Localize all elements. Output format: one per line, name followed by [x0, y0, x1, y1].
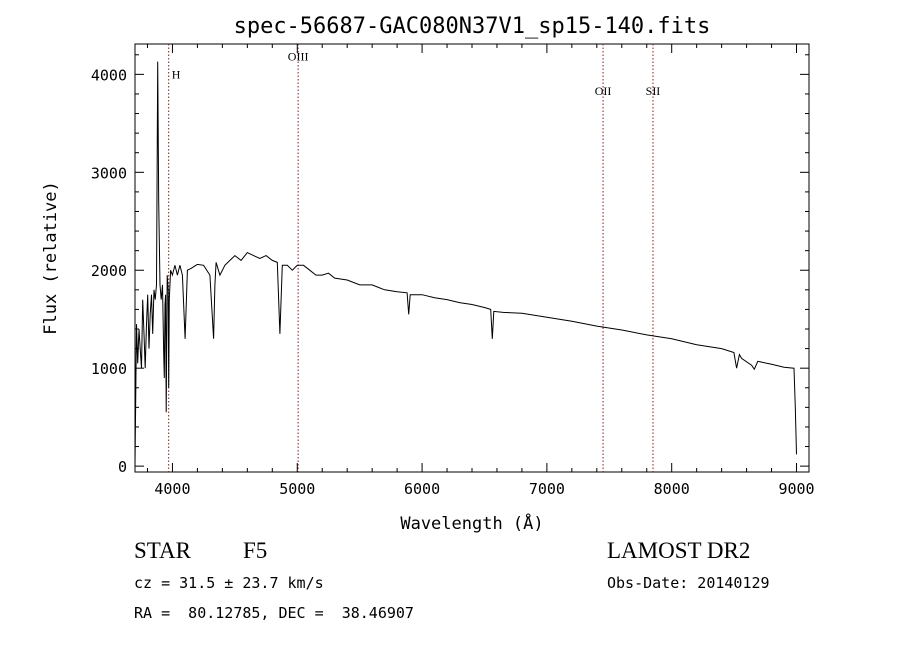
- x-axis-label: Wavelength (Å): [400, 512, 543, 534]
- line-label-oii: OII: [595, 84, 612, 98]
- y-tick-label: 2000: [91, 262, 127, 280]
- line-label-h: H: [172, 67, 181, 81]
- x-tick-label: 9000: [778, 480, 814, 498]
- x-tick-label: 4000: [154, 480, 190, 498]
- y-tick-label: 0: [118, 458, 127, 476]
- y-tick-label: 1000: [91, 360, 127, 378]
- y-axis-ticks: 0 1000 2000 3000 4000: [91, 54, 809, 476]
- line-label-sii: SII: [646, 84, 661, 98]
- x-tick-label: 6000: [404, 480, 440, 498]
- y-tick-label: 4000: [91, 66, 127, 84]
- object-subclass: F5: [243, 538, 268, 563]
- observation-date: Obs-Date: 20140129: [607, 574, 770, 592]
- y-tick-label: 3000: [91, 164, 127, 182]
- x-tick-label: 5000: [279, 480, 315, 498]
- plot-frame: [134, 43, 810, 473]
- x-tick-label: 8000: [654, 480, 690, 498]
- survey-name: LAMOST DR2: [607, 538, 751, 563]
- spectrum-line: [134, 61, 797, 467]
- x-tick-label: 7000: [529, 480, 565, 498]
- chart-title: spec-56687-GAC080N37V1_sp15-140.fits: [234, 14, 711, 39]
- object-class: STAR: [134, 538, 191, 563]
- redshift-cz: cz = 31.5 ± 23.7 km/s: [134, 574, 324, 592]
- y-axis-label: Flux (relative): [41, 181, 61, 335]
- coordinates: RA = 80.12785, DEC = 38.46907: [134, 604, 414, 622]
- emission-line-markers: H OIII OII SII: [168, 44, 661, 472]
- x-axis-ticks: 4000 5000 6000 7000 8000 9000: [146, 44, 815, 498]
- line-label-oiii: OIII: [288, 50, 309, 64]
